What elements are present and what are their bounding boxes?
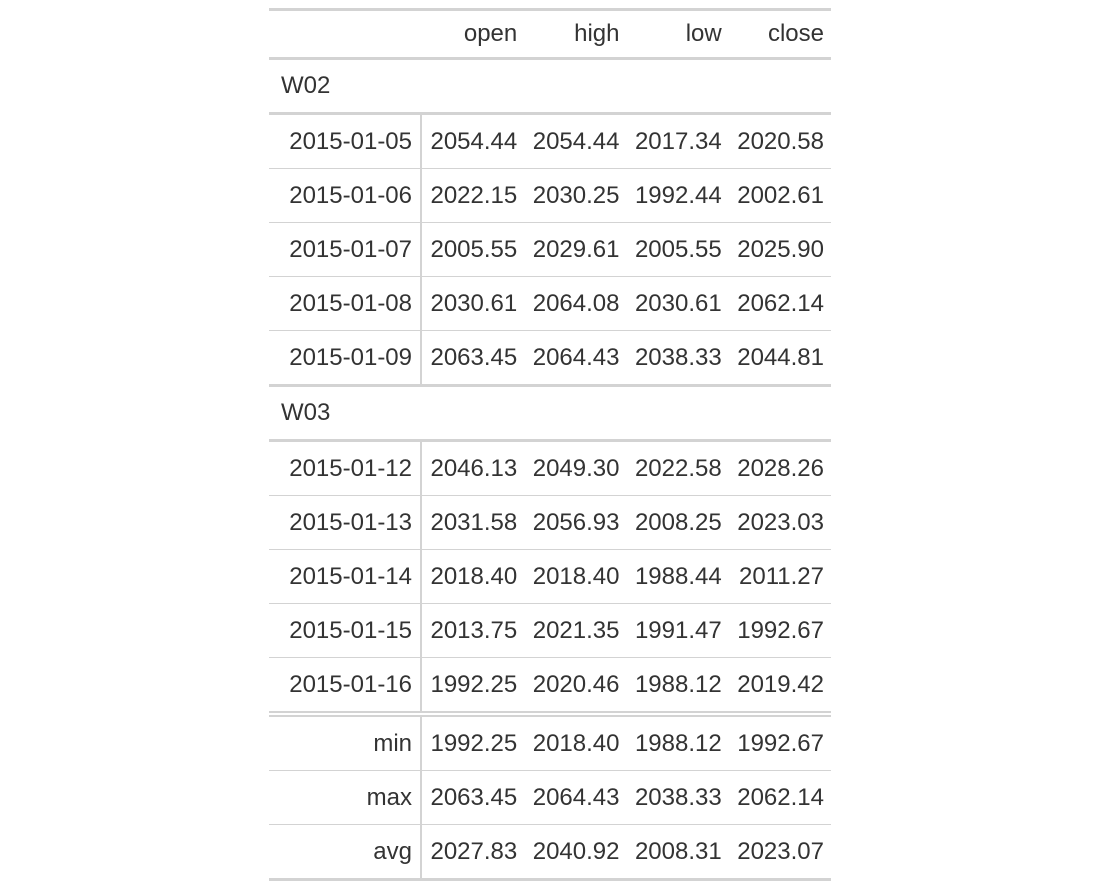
cell-close: 2044.81 [728, 330, 831, 387]
cell-low: 2022.58 [626, 440, 729, 496]
table-row: 2015-01-08 2030.61 2064.08 2030.61 2062.… [269, 276, 831, 331]
cell-high: 2064.43 [524, 330, 627, 387]
summary-label: avg [269, 824, 422, 880]
summary-open: 1992.25 [421, 711, 525, 771]
summary-high: 2064.43 [524, 770, 627, 825]
summary-close: 2062.14 [728, 770, 831, 825]
cell-low: 2030.61 [626, 276, 729, 331]
cell-low: 1991.47 [626, 603, 729, 658]
row-date: 2015-01-08 [269, 276, 422, 331]
cell-low: 1992.44 [626, 168, 729, 223]
cell-high: 2054.44 [524, 113, 627, 169]
row-date: 2015-01-12 [269, 440, 422, 496]
row-date: 2015-01-07 [269, 222, 422, 277]
table-row: 2015-01-05 2054.44 2054.44 2017.34 2020.… [269, 113, 831, 169]
cell-close: 2019.42 [728, 657, 831, 715]
table-row: 2015-01-06 2022.15 2030.25 1992.44 2002.… [269, 168, 831, 223]
cell-close: 2028.26 [728, 440, 831, 496]
group-label: W02 [269, 58, 831, 115]
cell-high: 2049.30 [524, 440, 627, 496]
cell-high: 2030.25 [524, 168, 627, 223]
cell-close: 2023.03 [728, 495, 831, 550]
column-header-low: low [626, 9, 729, 60]
cell-close: 2002.61 [728, 168, 831, 223]
cell-high: 2018.40 [524, 549, 627, 604]
row-date: 2015-01-05 [269, 113, 422, 169]
cell-high: 2064.08 [524, 276, 627, 331]
table-row: 2015-01-13 2031.58 2056.93 2008.25 2023.… [269, 495, 831, 550]
cell-low: 1988.44 [626, 549, 729, 604]
cell-open: 2022.15 [421, 168, 525, 223]
row-date: 2015-01-09 [269, 330, 422, 387]
column-header-close: close [728, 9, 831, 60]
cell-high: 2021.35 [524, 603, 627, 658]
stock-price-table-container: open high low close W02 2015-01-05 2054.… [269, 8, 831, 881]
cell-open: 2018.40 [421, 549, 525, 604]
cell-open: 2031.58 [421, 495, 525, 550]
group-row-w02: W02 [269, 58, 831, 115]
summary-row-avg: avg 2027.83 2040.92 2008.31 2023.07 [269, 824, 831, 880]
group-label: W03 [269, 385, 831, 442]
row-date: 2015-01-15 [269, 603, 422, 658]
summary-row-max: max 2063.45 2064.43 2038.33 2062.14 [269, 770, 831, 825]
cell-open: 2030.61 [421, 276, 525, 331]
row-date: 2015-01-14 [269, 549, 422, 604]
cell-low: 2017.34 [626, 113, 729, 169]
summary-close: 1992.67 [728, 711, 831, 771]
cell-low: 1988.12 [626, 657, 729, 715]
cell-open: 2013.75 [421, 603, 525, 658]
summary-high: 2018.40 [524, 711, 627, 771]
row-date: 2015-01-06 [269, 168, 422, 223]
table-row: 2015-01-15 2013.75 2021.35 1991.47 1992.… [269, 603, 831, 658]
row-date: 2015-01-16 [269, 657, 422, 715]
cell-open: 2046.13 [421, 440, 525, 496]
summary-open: 2063.45 [421, 770, 525, 825]
cell-low: 2008.25 [626, 495, 729, 550]
cell-close: 1992.67 [728, 603, 831, 658]
summary-open: 2027.83 [430, 837, 518, 865]
row-date: 2015-01-13 [269, 495, 422, 550]
summary-low: 2038.33 [626, 770, 729, 825]
stock-price-table: open high low close W02 2015-01-05 2054.… [269, 8, 831, 881]
cell-open: 1992.25 [421, 657, 525, 715]
summary-close: 2023.07 [737, 837, 824, 865]
cell-close: 2062.14 [728, 276, 831, 331]
table-body: W02 2015-01-05 2054.44 2054.44 2017.34 2… [269, 58, 831, 880]
cell-close: 2020.58 [728, 113, 831, 169]
table-row: 2015-01-16 1992.25 2020.46 1988.12 2019.… [269, 657, 831, 715]
cell-low: 2038.33 [626, 330, 729, 387]
stub-header [269, 9, 421, 60]
cell-close: 2011.27 [728, 549, 831, 604]
column-header-open: open [421, 9, 525, 60]
summary-label: max [269, 770, 422, 825]
cell-open: 2063.45 [421, 330, 525, 387]
table-row: 2015-01-09 2063.45 2064.43 2038.33 2044.… [269, 330, 831, 387]
table-row: 2015-01-12 2046.13 2049.30 2022.58 2028.… [269, 440, 831, 496]
cell-open: 2054.44 [421, 113, 525, 169]
table-row: 2015-01-07 2005.55 2029.61 2005.55 2025.… [269, 222, 831, 277]
summary-low: 1988.12 [626, 711, 729, 771]
summary-row-min: min 1992.25 2018.40 1988.12 1992.67 [269, 711, 831, 771]
group-row-w03: W03 [269, 385, 831, 442]
summary-high: 2040.92 [532, 837, 620, 865]
cell-high: 2020.46 [524, 657, 627, 715]
cell-high: 2056.93 [524, 495, 627, 550]
summary-low: 2008.31 [634, 837, 722, 865]
cell-high: 2029.61 [524, 222, 627, 277]
cell-low: 2005.55 [626, 222, 729, 277]
column-header-high: high [524, 9, 627, 60]
summary-label: min [269, 711, 422, 771]
column-header-row: open high low close [269, 9, 831, 60]
cell-open: 2005.55 [421, 222, 525, 277]
table-row: 2015-01-14 2018.40 2018.40 1988.44 2011.… [269, 549, 831, 604]
cell-close: 2025.90 [728, 222, 831, 277]
